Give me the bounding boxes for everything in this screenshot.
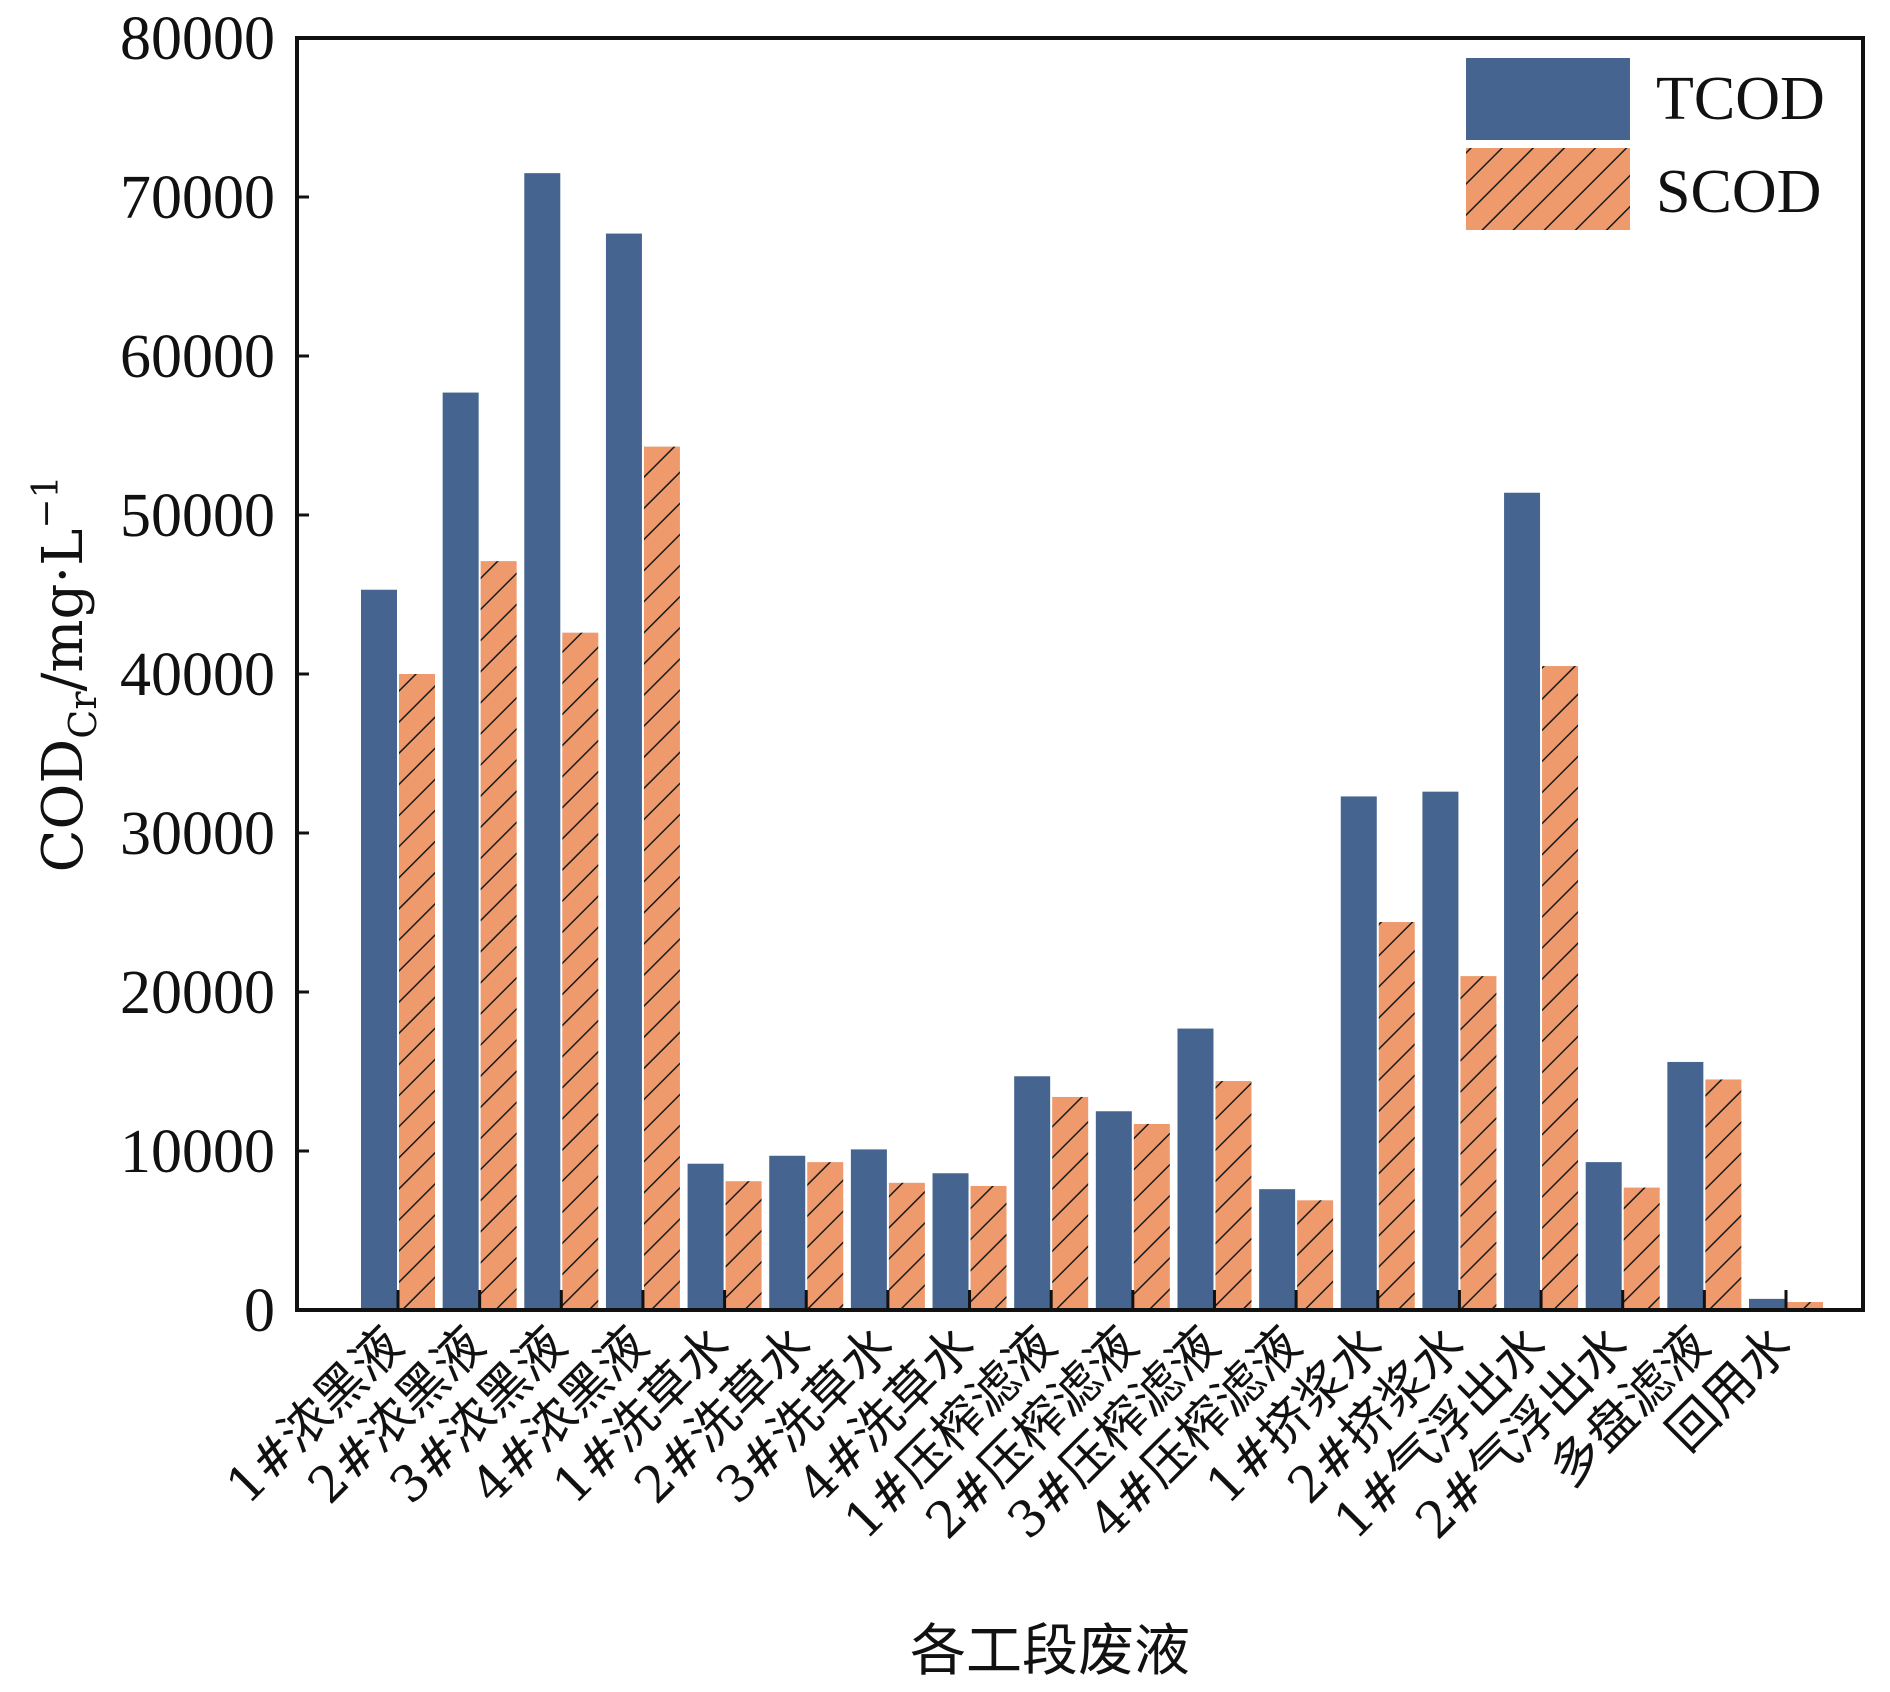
bar-tcod-12 [1340, 796, 1377, 1310]
y-tick-label: 60000 [120, 323, 275, 391]
bar-tcod-10 [1177, 1028, 1214, 1310]
bar-tcod-15 [1585, 1162, 1622, 1310]
bar-scod-6 [888, 1182, 925, 1310]
x-axis-title: 各工段废液 [910, 1619, 1190, 1684]
bar-scod-0 [399, 674, 435, 1310]
legend-swatch-scod [1466, 148, 1630, 230]
x-axis: 1#浓黑液2#浓黑液3#浓黑液4#浓黑液1#洗草水2#洗草水3#洗草水4#洗草水… [215, 1290, 1802, 1550]
bar-scod-5 [807, 1162, 844, 1310]
legend: TCOD SCOD [1466, 58, 1825, 230]
bar-scod-15 [1623, 1187, 1660, 1310]
y-tick-label: 40000 [120, 641, 275, 709]
legend-label-scod: SCOD [1656, 158, 1821, 226]
y-tick-label: 30000 [120, 800, 275, 868]
bars [361, 173, 1823, 1310]
bar-scod-3 [643, 446, 680, 1310]
bar-scod-4 [725, 1181, 762, 1310]
bar-scod-2 [562, 632, 599, 1310]
bar-tcod-16 [1667, 1061, 1704, 1310]
bar-tcod-3 [605, 233, 642, 1310]
bar-scod-7 [970, 1185, 1007, 1310]
bar-scod-16 [1705, 1079, 1742, 1310]
y-tick-label: 10000 [120, 1118, 275, 1186]
y-tick-label: 80000 [120, 5, 275, 73]
y-tick-label: 20000 [120, 959, 275, 1027]
legend-swatch-tcod [1466, 58, 1630, 140]
bar-tcod-11 [1259, 1189, 1296, 1310]
plot-frame [295, 36, 1865, 1312]
bar-scod-10 [1215, 1081, 1252, 1310]
legend-label-tcod: TCOD [1656, 65, 1825, 133]
y-axis: 0 10000 20000 30000 40000 50000 60000 70000 8000… [120, 5, 309, 1345]
y-axis-title: CODCr/mg·L−1 [26, 476, 105, 873]
bar-tcod-13 [1422, 791, 1459, 1310]
bar-scod-9 [1133, 1123, 1170, 1310]
bar-scod-14 [1542, 666, 1579, 1310]
bar-tcod-17 [1749, 1298, 1785, 1310]
bar-tcod-8 [1014, 1076, 1051, 1310]
bar-scod-1 [480, 561, 517, 1310]
bar-scod-12 [1378, 922, 1415, 1310]
bar-scod-17 [1787, 1302, 1823, 1310]
bar-tcod-14 [1504, 492, 1541, 1310]
bar-tcod-2 [524, 173, 561, 1310]
bar-tcod-5 [769, 1155, 806, 1310]
bar-scod-13 [1460, 976, 1497, 1310]
y-tick-label: 70000 [120, 164, 275, 232]
bar-tcod-9 [1095, 1111, 1132, 1310]
y-tick-label: 50000 [120, 482, 275, 550]
bar-tcod-4 [687, 1163, 724, 1310]
bar-scod-8 [1052, 1096, 1089, 1310]
bar-scod-11 [1297, 1200, 1334, 1310]
bar-tcod-6 [850, 1149, 887, 1310]
bar-tcod-1 [442, 392, 479, 1310]
y-tick-label: 0 [244, 1277, 275, 1345]
bar-tcod-7 [932, 1173, 969, 1310]
bar-tcod-0 [361, 589, 397, 1310]
